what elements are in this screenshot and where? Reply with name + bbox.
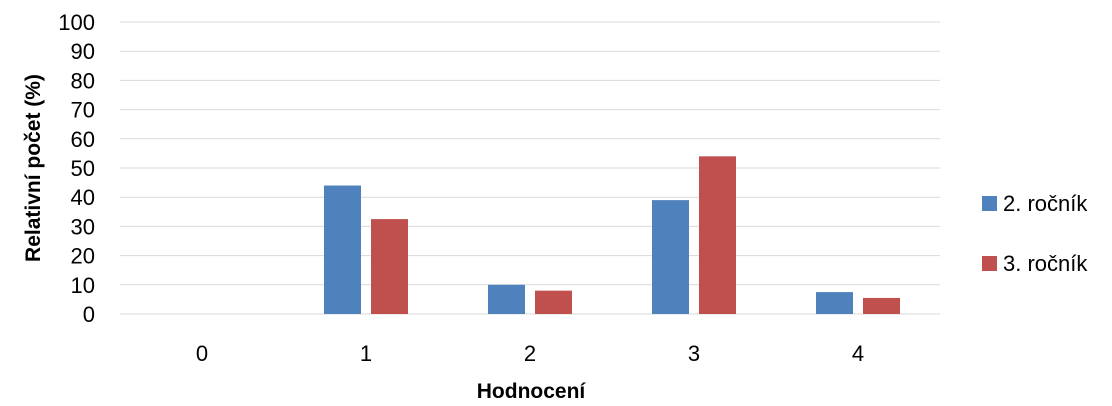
- x-tick-label: 1: [360, 341, 372, 366]
- bars: [324, 156, 900, 314]
- y-tick-label: 70: [71, 98, 95, 123]
- y-axis-title: Relativní počet (%): [22, 74, 45, 262]
- y-tick-label: 20: [71, 244, 95, 269]
- bar-3-rocnik-cat-1: [371, 219, 408, 314]
- y-tick-label: 100: [58, 10, 95, 35]
- y-tick-label: 30: [71, 214, 95, 239]
- gridlines: [120, 21, 940, 315]
- x-tick-label: 4: [852, 341, 864, 366]
- y-tick-label: 40: [71, 185, 95, 210]
- bar-3-rocnik-cat-4: [863, 297, 900, 314]
- legend-swatch: [982, 196, 997, 211]
- legend-label: 2. ročník: [1003, 191, 1088, 216]
- bar-2-rocnik-cat-1: [324, 185, 361, 314]
- legend-label: 3. ročník: [1003, 251, 1088, 276]
- x-axis-ticks: 0 1 2 3 4: [196, 341, 864, 366]
- x-axis-title: Hodnocení: [477, 380, 587, 403]
- x-tick-label: 2: [524, 341, 536, 366]
- legend: 2. ročník 3. ročník: [982, 191, 1088, 276]
- x-tick-label: 0: [196, 341, 208, 366]
- bar-2-rocnik-cat-3: [652, 200, 689, 314]
- bar-3-rocnik-cat-2: [535, 290, 572, 314]
- y-tick-label: 50: [71, 156, 95, 181]
- y-axis-ticks: 0 10 20 30 40 50 60 70 80 90 100: [58, 10, 95, 327]
- bar-2-rocnik-cat-4: [816, 292, 853, 314]
- legend-swatch: [982, 256, 997, 271]
- y-tick-label: 0: [83, 302, 95, 327]
- y-tick-label: 80: [71, 68, 95, 93]
- y-tick-label: 90: [71, 39, 95, 64]
- y-tick-label: 60: [71, 127, 95, 152]
- y-tick-label: 10: [71, 273, 95, 298]
- x-tick-label: 3: [688, 341, 700, 366]
- bar-3-rocnik-cat-3: [699, 156, 736, 314]
- bar-2-rocnik-cat-2: [488, 284, 525, 314]
